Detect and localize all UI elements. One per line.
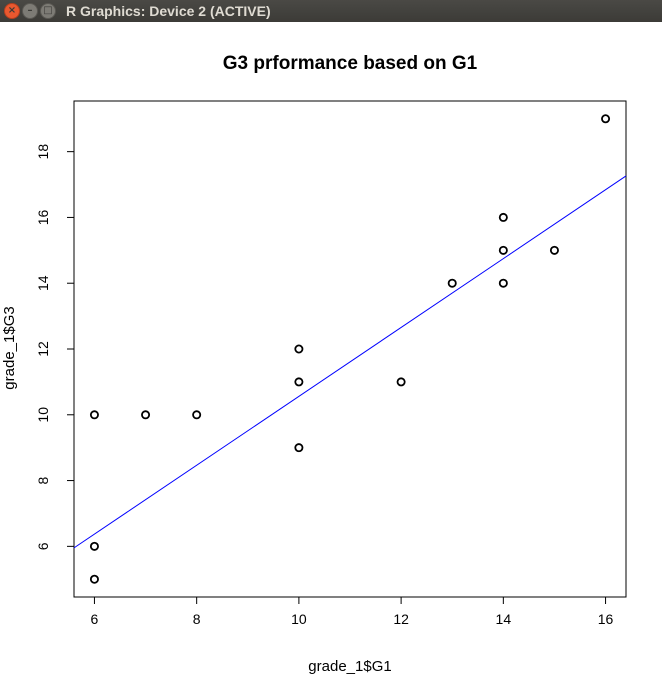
y-axis: 6 8 10 12 14 16 18: [35, 144, 75, 550]
x-tick-label: 10: [291, 611, 307, 627]
y-tick-label: 18: [35, 144, 51, 160]
maximize-icon: □: [43, 5, 53, 16]
data-point: [89, 541, 99, 551]
x-tick-label: 16: [598, 611, 614, 627]
close-button[interactable]: ×: [4, 3, 20, 19]
y-tick-label: 16: [35, 209, 51, 225]
plot-box: [73, 100, 627, 598]
y-tick-label: 8: [35, 476, 51, 484]
data-point: [294, 443, 304, 453]
x-tick-label: 8: [193, 611, 201, 627]
x-axis-label: grade_1$G1: [308, 658, 391, 675]
data-point: [294, 377, 304, 387]
data-point: [601, 114, 611, 124]
data-points: [89, 114, 611, 584]
data-point: [498, 245, 508, 255]
x-tick-label: 12: [393, 611, 409, 627]
data-point: [447, 278, 457, 288]
data-point: [192, 410, 202, 420]
chart-title: G3 prformance based on G1: [223, 53, 478, 74]
data-point: [498, 278, 508, 288]
data-point: [89, 410, 99, 420]
data-point: [141, 410, 151, 420]
y-axis-label: grade_1$G3: [1, 306, 18, 389]
y-tick-label: 14: [35, 275, 51, 291]
y-tick-label: 6: [35, 542, 51, 550]
plot-area: G3 prformance based on G1 grade_1$G1 gra…: [0, 22, 662, 691]
x-axis: 6 8 10 12 14 16: [91, 596, 614, 627]
minimize-button[interactable]: –: [22, 3, 38, 19]
window-title: R Graphics: Device 2 (ACTIVE): [66, 3, 271, 19]
data-point: [549, 245, 559, 255]
regression-line: [73, 175, 627, 549]
close-icon: ×: [7, 5, 17, 16]
data-point: [498, 212, 508, 222]
y-tick-label: 10: [35, 407, 51, 423]
scatter-chart: G3 prformance based on G1 grade_1$G1 gra…: [1, 53, 627, 675]
x-tick-label: 6: [91, 611, 99, 627]
y-tick-label: 12: [35, 341, 51, 357]
data-point: [294, 344, 304, 354]
maximize-button[interactable]: □: [40, 3, 56, 19]
data-point: [396, 377, 406, 387]
regression-line-group: [73, 175, 627, 549]
x-tick-label: 14: [496, 611, 512, 627]
window-titlebar[interactable]: × – □ R Graphics: Device 2 (ACTIVE): [0, 0, 662, 22]
data-point: [89, 574, 99, 584]
minimize-icon: –: [27, 5, 33, 16]
